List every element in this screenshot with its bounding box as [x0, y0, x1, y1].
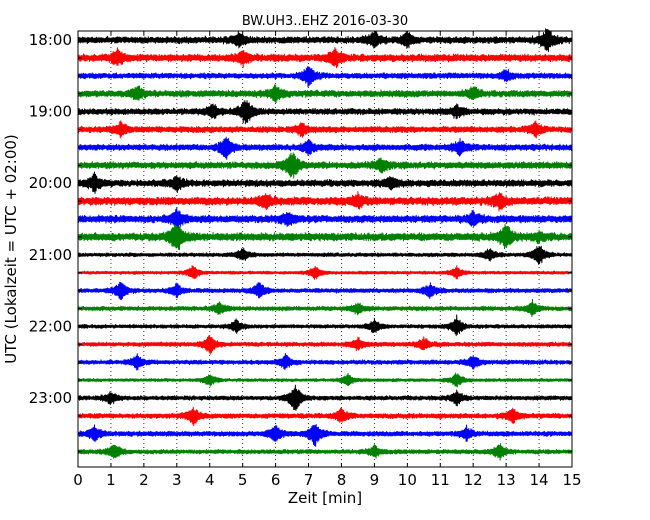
- trace-2300: [77, 384, 573, 411]
- x-tick-label: 2: [139, 471, 149, 489]
- trace-2330: [77, 423, 573, 447]
- trace-2100: [77, 245, 573, 265]
- trace-group: [77, 28, 573, 461]
- x-tick-label: 4: [205, 471, 215, 489]
- x-tick-label: 9: [370, 471, 380, 489]
- grid-lines: [110, 31, 540, 467]
- x-tick-label: 8: [337, 471, 347, 489]
- trace-1815: [77, 47, 573, 69]
- x-tick-label: 13: [497, 471, 516, 489]
- plot-frame: [77, 30, 573, 468]
- x-tick-label: 7: [304, 471, 314, 489]
- x-tick-label: 5: [238, 471, 248, 489]
- trace-1845: [77, 84, 573, 104]
- y-tick-label: 18:00: [29, 31, 72, 49]
- trace-2315: [77, 406, 573, 427]
- trace-2115: [77, 265, 573, 280]
- y-tick-label: 19:00: [29, 103, 72, 121]
- chart-title: BW.UH3..EHZ 2016-03-30: [242, 14, 408, 29]
- trace-2215: [77, 335, 573, 355]
- trace-2015: [77, 191, 573, 212]
- trace-1830: [77, 66, 573, 88]
- trace-2145: [77, 299, 573, 318]
- trace-2345: [77, 443, 573, 461]
- x-tick-label: 11: [431, 471, 450, 489]
- x-tick-label: 12: [464, 471, 483, 489]
- trace-1915: [77, 120, 573, 139]
- trace-1930: [77, 136, 573, 160]
- x-tick-label: 3: [172, 471, 182, 489]
- trace-1800: [77, 28, 573, 53]
- trace-2230: [77, 353, 573, 371]
- trace-1900: [77, 100, 573, 125]
- trace-2030: [77, 207, 573, 229]
- trace-2000: [77, 171, 573, 195]
- trace-2045: [77, 223, 573, 251]
- trace-2130: [77, 281, 573, 301]
- y-tick-label: 22:00: [29, 317, 72, 335]
- x-tick-label: 15: [562, 471, 581, 489]
- x-tick-label: 6: [271, 471, 281, 489]
- trace-2200: [77, 314, 573, 337]
- x-axis: 0 1 2 3 4 5 6 7 8 9 10 11 12 13 14 15: [73, 31, 582, 489]
- x-tick-label: 1: [106, 471, 116, 489]
- x-tick-label: 0: [73, 471, 83, 489]
- x-tick-label: 10: [398, 471, 417, 489]
- trace-1945: [77, 152, 573, 179]
- y-tick-label: 20:00: [29, 174, 72, 192]
- y-axis-label: UTC (Lokalzeit = UTC + 02:00): [2, 134, 20, 364]
- x-axis-label: Zeit [min]: [288, 489, 362, 507]
- y-tick-label: 21:00: [29, 246, 72, 264]
- trace-2245: [77, 372, 573, 388]
- y-axis: 18:00 19:00 20:00 21:00 22:00 23:00: [29, 31, 572, 453]
- x-tick-label: 14: [530, 471, 549, 489]
- y-tick-label: 23:00: [29, 389, 72, 407]
